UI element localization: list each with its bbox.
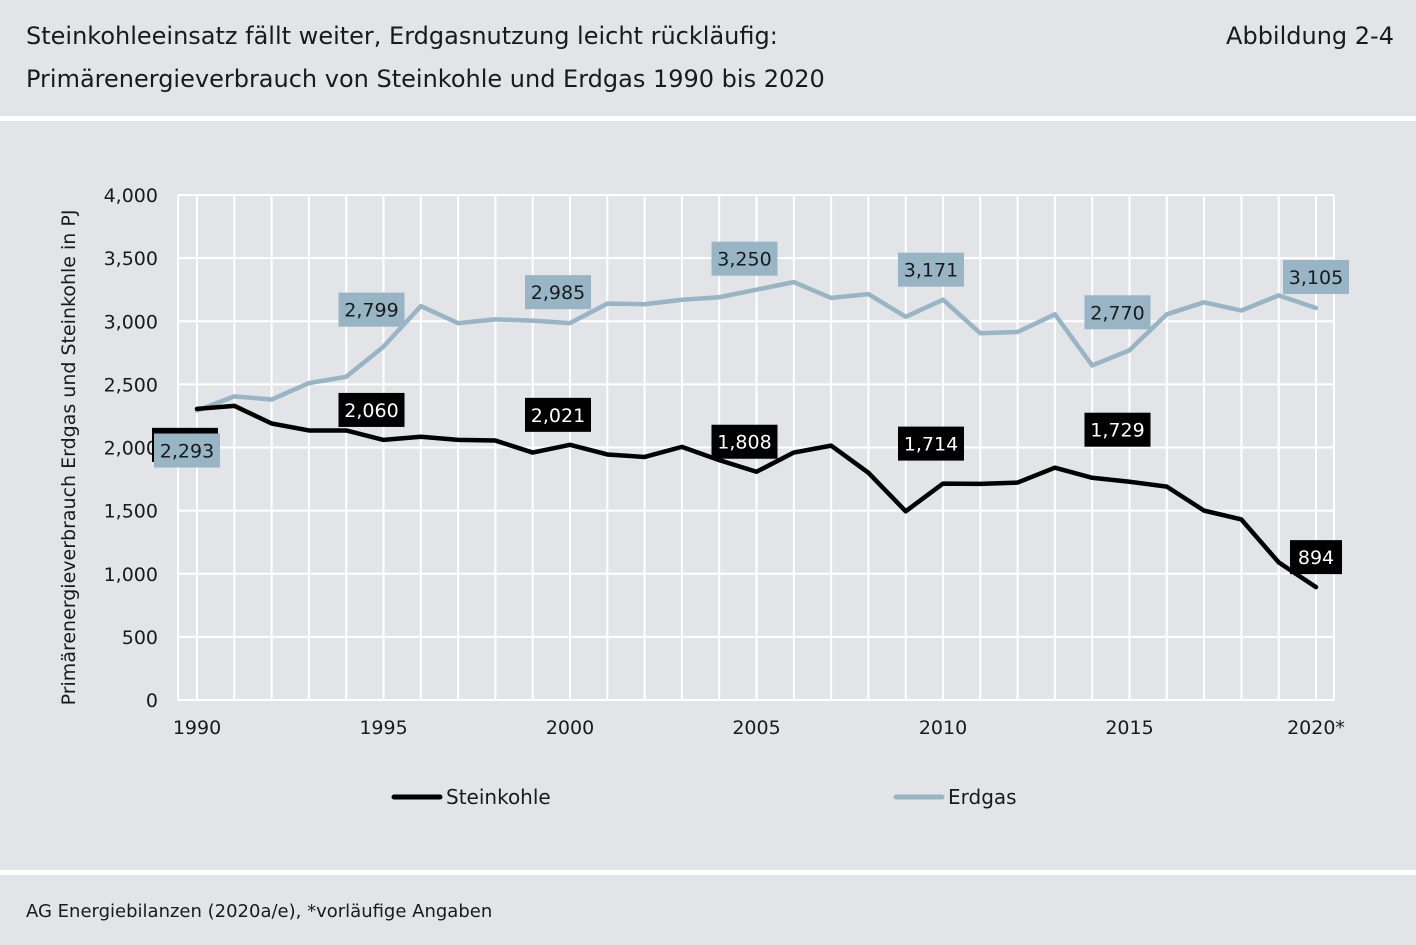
data-label: 2,799 <box>344 300 398 322</box>
header: Steinkohleeinsatz fällt weiter, Erdgasnu… <box>0 0 1416 116</box>
y-tick-label: 4,000 <box>104 185 158 207</box>
data-label-box <box>1084 295 1151 330</box>
x-tick-label: 1990 <box>173 717 221 739</box>
data-label: 1,714 <box>904 434 958 456</box>
data-label: 2,770 <box>1090 302 1144 324</box>
data-labels: 2,3062,0602,0211,8081,7141,7298942,2932,… <box>152 241 1349 575</box>
y-tick-label: 1,500 <box>104 501 158 523</box>
data-label: 3,171 <box>904 260 958 282</box>
data-label: 2,060 <box>344 400 398 422</box>
chart-title: Steinkohleeinsatz fällt weiter, Erdgasnu… <box>26 22 778 50</box>
data-label-box <box>711 241 778 276</box>
source-note: AG Energiebilanzen (2020a/e), *vorläufig… <box>26 901 493 922</box>
footer: AG Energiebilanzen (2020a/e), *vorläufig… <box>0 875 1416 945</box>
data-label-box <box>525 275 591 310</box>
series-line-erdgas <box>194 279 1319 413</box>
y-tick-label: 500 <box>122 627 158 649</box>
figure-label: Abbildung 2-4 <box>1226 22 1394 50</box>
data-label-box <box>525 397 591 432</box>
data-label: 2,293 <box>160 441 214 463</box>
data-label: 3,250 <box>717 249 771 271</box>
data-label-box <box>1283 259 1349 294</box>
x-tick-label: 2015 <box>1105 717 1153 739</box>
y-tick-label: 3,500 <box>104 248 158 270</box>
data-label: 3,105 <box>1289 267 1343 289</box>
data-label-box <box>154 433 220 468</box>
data-label-box <box>711 424 778 459</box>
y-tick-label: 3,000 <box>104 311 158 333</box>
x-tick-label: 2000 <box>546 717 594 739</box>
data-label: 894 <box>1298 547 1334 569</box>
x-tick-label: 1995 <box>359 717 407 739</box>
y-axis-label: Primärenergieverbrauch Erdgas und Steink… <box>58 210 80 706</box>
data-label-box <box>898 426 964 461</box>
legend-label: Steinkohle <box>446 785 551 809</box>
line-chart: 0 500 1,000 1,500 2,000 2,500 3,000 3,500 4,000 1… <box>58 185 1349 809</box>
data-label-box <box>1084 412 1151 447</box>
legend: Steinkohle Erdgas <box>391 785 1017 809</box>
series-line-steinkohle <box>194 403 1319 590</box>
x-tick-label: 2020* <box>1287 717 1345 739</box>
y-tick-label: 2,000 <box>104 438 158 460</box>
data-label: 2,985 <box>531 282 585 304</box>
data-label: 1,729 <box>1090 420 1144 442</box>
data-label: 1,808 <box>717 432 771 454</box>
series <box>194 279 1319 590</box>
data-label-box <box>338 392 405 427</box>
chart-panel: 0 500 1,000 1,500 2,000 2,500 3,000 3,500 4,000 1… <box>0 121 1416 870</box>
data-label: 2,021 <box>531 405 585 427</box>
x-tick-label: 2010 <box>919 717 967 739</box>
axes: 0 500 1,000 1,500 2,000 2,500 3,000 3,500 4,000 1… <box>58 185 1345 739</box>
x-tick-label: 2005 <box>732 717 780 739</box>
legend-label: Erdgas <box>948 785 1017 809</box>
data-label-box <box>338 292 405 327</box>
y-tick-label: 1,000 <box>104 564 158 586</box>
y-tick-label: 0 <box>146 690 158 712</box>
data-label-box <box>898 252 964 287</box>
chart-subtitle: Primärenergieverbrauch von Steinkohle un… <box>26 65 825 93</box>
y-tick-label: 2,500 <box>104 374 158 396</box>
data-label-box <box>1290 540 1342 575</box>
